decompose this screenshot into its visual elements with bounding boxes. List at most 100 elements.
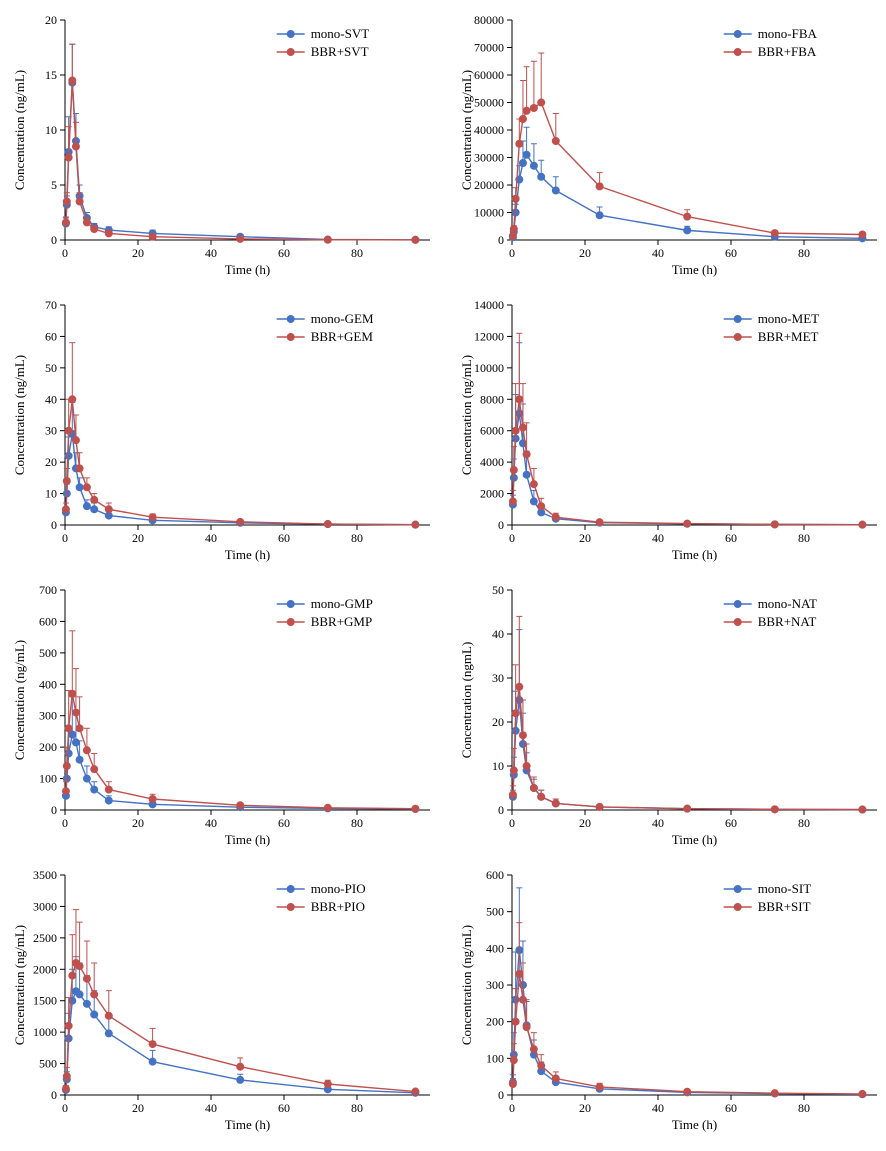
data-point <box>519 160 526 167</box>
svg-text:300: 300 <box>486 978 504 992</box>
data-point <box>516 971 523 978</box>
chart-svg-gem: 020406080010203040506070Time (h)Concentr… <box>10 295 440 565</box>
svg-text:80: 80 <box>798 246 810 260</box>
svg-text:80: 80 <box>798 1101 810 1115</box>
data-point <box>91 226 98 233</box>
svg-text:60: 60 <box>725 246 737 260</box>
data-point <box>69 731 76 738</box>
legend-label-mono: mono-SVT <box>311 26 370 41</box>
data-point <box>859 806 866 813</box>
svg-text:0: 0 <box>51 233 57 247</box>
y-axis-label: Concentration (ngmL) <box>459 642 474 759</box>
svg-text:40: 40 <box>492 627 504 641</box>
svg-text:30: 30 <box>492 671 504 685</box>
data-point <box>105 1030 112 1037</box>
svg-text:60: 60 <box>278 531 290 545</box>
svg-text:40: 40 <box>45 392 57 406</box>
x-axis-label: Time (h) <box>672 262 717 277</box>
data-point <box>596 183 603 190</box>
svg-text:5: 5 <box>51 178 57 192</box>
svg-text:80000: 80000 <box>474 13 504 27</box>
series-line-bbr <box>513 399 862 524</box>
data-point <box>65 750 72 757</box>
data-point <box>91 991 98 998</box>
svg-text:2000: 2000 <box>33 962 57 976</box>
data-point <box>596 212 603 219</box>
data-point <box>538 503 545 510</box>
series-line-mono <box>66 83 415 240</box>
svg-text:0: 0 <box>509 1101 515 1115</box>
data-point <box>149 233 156 240</box>
svg-text:2000: 2000 <box>480 487 504 501</box>
svg-text:20: 20 <box>45 455 57 469</box>
legend: mono-SITBBR+SIT <box>724 881 812 914</box>
data-point <box>523 763 530 770</box>
data-point <box>596 519 603 526</box>
legend-label-mono: mono-MET <box>758 311 819 326</box>
x-axis-label: Time (h) <box>225 1117 270 1132</box>
svg-text:40: 40 <box>205 816 217 830</box>
data-point <box>65 725 72 732</box>
svg-text:0: 0 <box>51 803 57 817</box>
data-point <box>69 690 76 697</box>
chart-svg-pio: 0204060800500100015002000250030003500Tim… <box>10 865 440 1135</box>
chart-panel-gmp: 0204060800100200300400500600700Time (h)C… <box>10 580 449 850</box>
data-point <box>538 99 545 106</box>
svg-text:0: 0 <box>62 816 68 830</box>
data-point <box>523 471 530 478</box>
data-point <box>62 1085 69 1092</box>
data-point <box>65 452 72 459</box>
data-point <box>72 143 79 150</box>
legend-label-bbr: BBR+GMP <box>311 614 373 629</box>
svg-text:3500: 3500 <box>33 868 57 882</box>
x-axis-label: Time (h) <box>225 547 270 562</box>
svg-text:80: 80 <box>351 816 363 830</box>
svg-text:8000: 8000 <box>480 392 504 406</box>
data-point <box>510 1057 517 1064</box>
data-point <box>149 1058 156 1065</box>
data-point <box>62 219 69 226</box>
series-line-mono <box>513 950 862 1094</box>
data-point <box>530 481 537 488</box>
svg-text:80: 80 <box>351 531 363 545</box>
data-point <box>69 396 76 403</box>
svg-text:600: 600 <box>39 614 57 628</box>
svg-text:0: 0 <box>51 1088 57 1102</box>
chart-panel-nat: 02040608001020304050Time (h)Concentratio… <box>457 580 886 850</box>
svg-text:0: 0 <box>62 531 68 545</box>
x-axis-label: Time (h) <box>672 1117 717 1132</box>
svg-text:100: 100 <box>486 1051 504 1065</box>
data-point <box>516 683 523 690</box>
data-point <box>91 766 98 773</box>
data-point <box>771 1090 778 1097</box>
data-point <box>237 235 244 242</box>
svg-text:0: 0 <box>62 1101 68 1115</box>
svg-text:60: 60 <box>278 1101 290 1115</box>
data-point <box>771 230 778 237</box>
data-point <box>509 1081 516 1088</box>
chart-svg-gmp: 0204060800100200300400500600700Time (h)C… <box>10 580 440 850</box>
data-point <box>105 230 112 237</box>
chart-svg-met: 0204060800200040006000800010000120001400… <box>457 295 886 565</box>
legend-label-mono: mono-PIO <box>311 881 366 896</box>
legend: mono-MET BBR+MET <box>724 311 819 344</box>
data-point <box>684 520 691 527</box>
svg-text:0: 0 <box>509 246 515 260</box>
data-point <box>859 1090 866 1097</box>
legend-label-mono: mono-NAT <box>758 596 817 611</box>
series-line-mono <box>66 735 415 809</box>
svg-text:70000: 70000 <box>474 41 504 55</box>
data-point <box>91 496 98 503</box>
y-axis-label: Concentration (ng/mL) <box>12 70 27 190</box>
data-point <box>63 198 70 205</box>
data-point <box>412 521 419 528</box>
legend: mono-PIOBBR+PIO <box>277 881 366 914</box>
data-point <box>859 231 866 238</box>
legend-label-bbr: BBR+MET <box>758 329 819 344</box>
svg-text:40: 40 <box>652 1101 664 1115</box>
data-point <box>237 518 244 525</box>
svg-text:40: 40 <box>205 1101 217 1115</box>
data-point <box>83 219 90 226</box>
data-point <box>509 791 516 798</box>
svg-text:100: 100 <box>39 772 57 786</box>
